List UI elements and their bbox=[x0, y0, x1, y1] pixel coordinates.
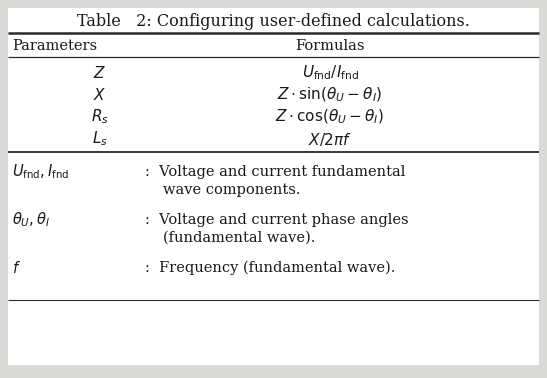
Text: $X$: $X$ bbox=[94, 87, 107, 103]
Text: $Z \cdot \sin(\theta_U - \theta_I)$: $Z \cdot \sin(\theta_U - \theta_I)$ bbox=[277, 86, 382, 104]
Text: $f$: $f$ bbox=[12, 260, 21, 276]
Text: $Z \cdot \cos(\theta_U - \theta_I)$: $Z \cdot \cos(\theta_U - \theta_I)$ bbox=[276, 108, 385, 126]
Text: Formulas: Formulas bbox=[295, 39, 365, 53]
Text: (fundamental wave).: (fundamental wave). bbox=[163, 231, 316, 245]
Text: $U_{\mathrm{fnd}}, I_{\mathrm{fnd}}$: $U_{\mathrm{fnd}}, I_{\mathrm{fnd}}$ bbox=[12, 163, 69, 181]
Text: Table   2: Configuring user-defined calculations.: Table 2: Configuring user-defined calcul… bbox=[77, 14, 470, 31]
Text: $R_s$: $R_s$ bbox=[91, 108, 109, 126]
Text: :  Voltage and current fundamental: : Voltage and current fundamental bbox=[145, 165, 405, 179]
Text: $U_{\mathrm{fnd}}/I_{\mathrm{fnd}}$: $U_{\mathrm{fnd}}/I_{\mathrm{fnd}}$ bbox=[301, 64, 358, 82]
Text: $\theta_U, \theta_I$: $\theta_U, \theta_I$ bbox=[12, 211, 50, 229]
Text: :  Frequency (fundamental wave).: : Frequency (fundamental wave). bbox=[145, 261, 395, 275]
Text: Parameters: Parameters bbox=[12, 39, 97, 53]
Text: $Z$: $Z$ bbox=[94, 65, 107, 81]
Text: wave components.: wave components. bbox=[163, 183, 300, 197]
Text: $X/2\pi f$: $X/2\pi f$ bbox=[308, 130, 352, 147]
Text: $L_s$: $L_s$ bbox=[92, 130, 108, 148]
Text: :  Voltage and current phase angles: : Voltage and current phase angles bbox=[145, 213, 409, 227]
